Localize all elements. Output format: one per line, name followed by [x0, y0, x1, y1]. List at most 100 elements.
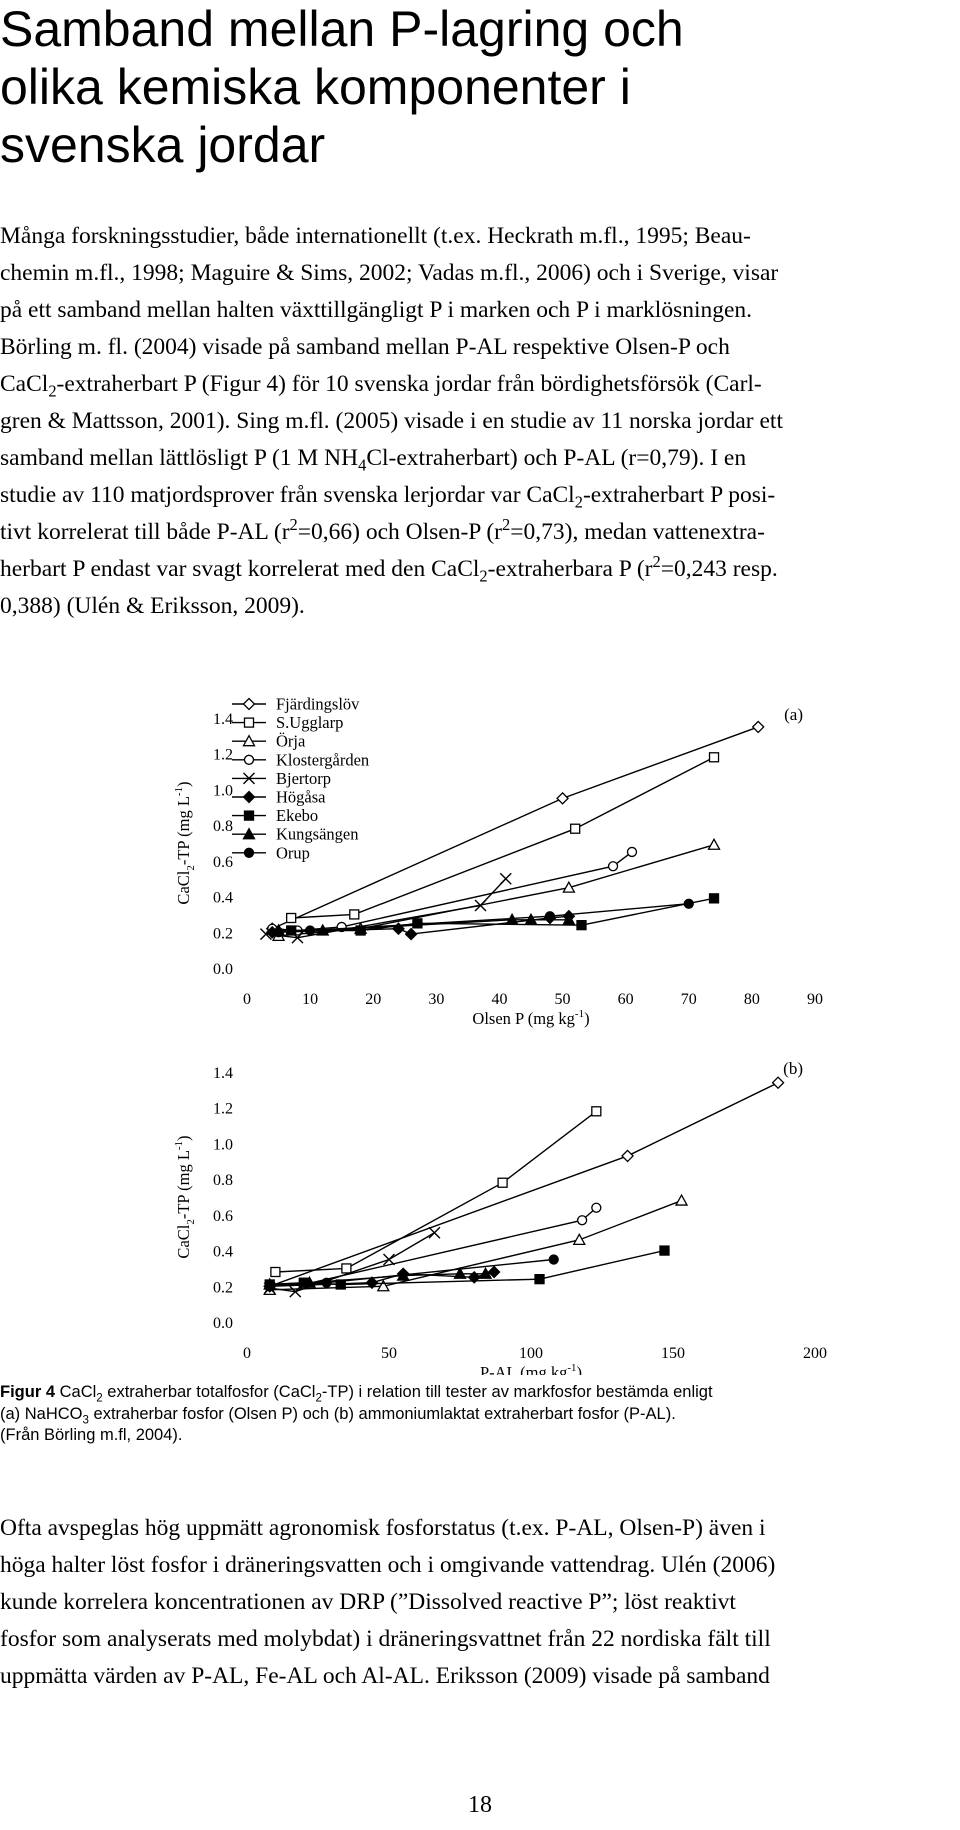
data-point [607, 861, 619, 872]
text-line: samband mellan lättlösligt P (1 M NH4Cl-… [0, 445, 747, 475]
y-tick-label: 0.8 [213, 1172, 233, 1189]
data-point [534, 1273, 545, 1285]
x-tick-label: 90 [807, 991, 823, 1008]
x-tick-label: 50 [555, 991, 571, 1008]
legend-entry: Bjertorp [276, 769, 331, 788]
text-line: CaCl2-extraherbart P (Figur 4) för 10 sv… [0, 371, 762, 401]
series-s.ugglarp [286, 752, 720, 924]
data-point [376, 1279, 390, 1292]
legend-marker [243, 847, 255, 858]
text-line: 0,388) (Ulén & Eriksson, 2009). [0, 593, 305, 619]
panel-label: (a) [784, 705, 803, 724]
data-point [751, 720, 765, 734]
data-point [544, 911, 556, 922]
text-line: chemin m.fl., 1998; Maguire & Sims, 2002… [0, 260, 779, 286]
data-point [562, 912, 576, 925]
data-point [707, 837, 721, 850]
data-point [341, 1263, 352, 1274]
text-line: höga halter löst fosfor i dräneringsvatt… [0, 1552, 776, 1578]
data-point [771, 1076, 785, 1090]
y-tick-label: 1.0 [213, 1136, 233, 1153]
y-tick-label: 0.0 [213, 961, 233, 978]
text-line: studie av 110 matjordsprover från svensk… [0, 482, 776, 512]
data-point [273, 927, 284, 938]
series-orup [273, 898, 694, 938]
legend-marker [243, 772, 255, 785]
section-title: Samband mellan P-lagring och olika kemis… [0, 0, 940, 174]
y-tick-label: 0.2 [213, 1279, 233, 1296]
data-point [659, 1245, 670, 1256]
text-line: Många forskningsstudier, både internatio… [0, 223, 751, 249]
data-point [626, 846, 638, 858]
x-tick-label: 20 [365, 991, 381, 1008]
data-point [708, 752, 720, 763]
text-line: herbart P endast var svagt korrelerat me… [0, 552, 778, 586]
data-point [591, 1106, 602, 1117]
data-point [355, 925, 366, 936]
page-number: 18 [468, 1792, 492, 1818]
text-line: fosfor som analyserats med molybdat) i d… [0, 1626, 771, 1652]
data-point [683, 898, 694, 909]
data-point [570, 823, 581, 834]
data-point [572, 1233, 586, 1246]
text-line: gren & Mattsson, 2001). Sing m.fl. (2005… [0, 408, 783, 434]
legend-marker [242, 734, 256, 747]
data-point [548, 1254, 559, 1265]
legend-entry: Högåsa [276, 788, 326, 807]
data-point [453, 1266, 467, 1279]
series-line [269, 1082, 779, 1287]
data-point [474, 899, 487, 912]
x-tick-label: 200 [803, 1345, 827, 1362]
y-tick-label: 0.6 [213, 1208, 233, 1225]
x-tick-label: 150 [661, 1345, 685, 1362]
y-tick-label: 0.8 [213, 818, 233, 835]
data-point [524, 912, 538, 925]
figure-caption: Figur 4 CaCl2 extraherbar totalfosfor (C… [0, 1383, 713, 1444]
data-point [674, 1193, 689, 1206]
x-tick-label: 50 [381, 1345, 397, 1362]
y-tick-label: 0.6 [213, 854, 233, 871]
series-line [278, 844, 715, 937]
series-s.ugglarp [270, 1106, 602, 1278]
series-line [272, 851, 633, 932]
series-fjärdingslöv [263, 1076, 785, 1293]
legend-entry: Kungsängen [276, 825, 358, 844]
data-point [497, 1177, 508, 1188]
data-point [304, 925, 316, 936]
y-tick-label: 0.4 [213, 890, 233, 907]
x-axis-label: P-AL (mg kg-1) [480, 1362, 582, 1375]
data-point [289, 1285, 302, 1298]
series-line [269, 1232, 435, 1293]
title-line: olika kemiska komponenter i [0, 59, 631, 115]
legend-marker [242, 697, 256, 711]
data-point [286, 912, 297, 924]
title-line: svenska jordar [0, 117, 326, 173]
y-tick-label: 1.2 [213, 1101, 233, 1118]
data-point [478, 1266, 493, 1279]
data-point [708, 893, 720, 904]
x-tick-label: 60 [618, 991, 634, 1008]
data-point [302, 1275, 317, 1288]
legend-entry: Örja [276, 732, 306, 751]
data-point [349, 909, 360, 920]
legend-marker [242, 790, 256, 804]
title-line: Samband mellan P-lagring och [0, 1, 684, 57]
x-tick-label: 70 [681, 991, 697, 1008]
data-point [383, 1253, 395, 1266]
data-point [404, 927, 418, 941]
data-point [556, 791, 569, 805]
y-tick-label: 1.0 [213, 782, 233, 799]
legend-entry: Fjärdingslöv [276, 695, 360, 714]
data-point [264, 1281, 275, 1292]
data-point [576, 1215, 588, 1226]
y-tick-label: 1.4 [213, 711, 233, 728]
x-axis-label: Olsen P (mg kg-1) [472, 1008, 589, 1028]
series-line [278, 903, 689, 933]
series-orup [264, 1254, 559, 1292]
text-line: uppmätta värden av P-AL, Fe-AL och Al-AL… [0, 1663, 770, 1689]
data-point [467, 1270, 481, 1284]
x-tick-label: 0 [243, 1345, 251, 1362]
x-tick-label: 100 [519, 1345, 543, 1362]
x-tick-label: 40 [491, 991, 507, 1008]
